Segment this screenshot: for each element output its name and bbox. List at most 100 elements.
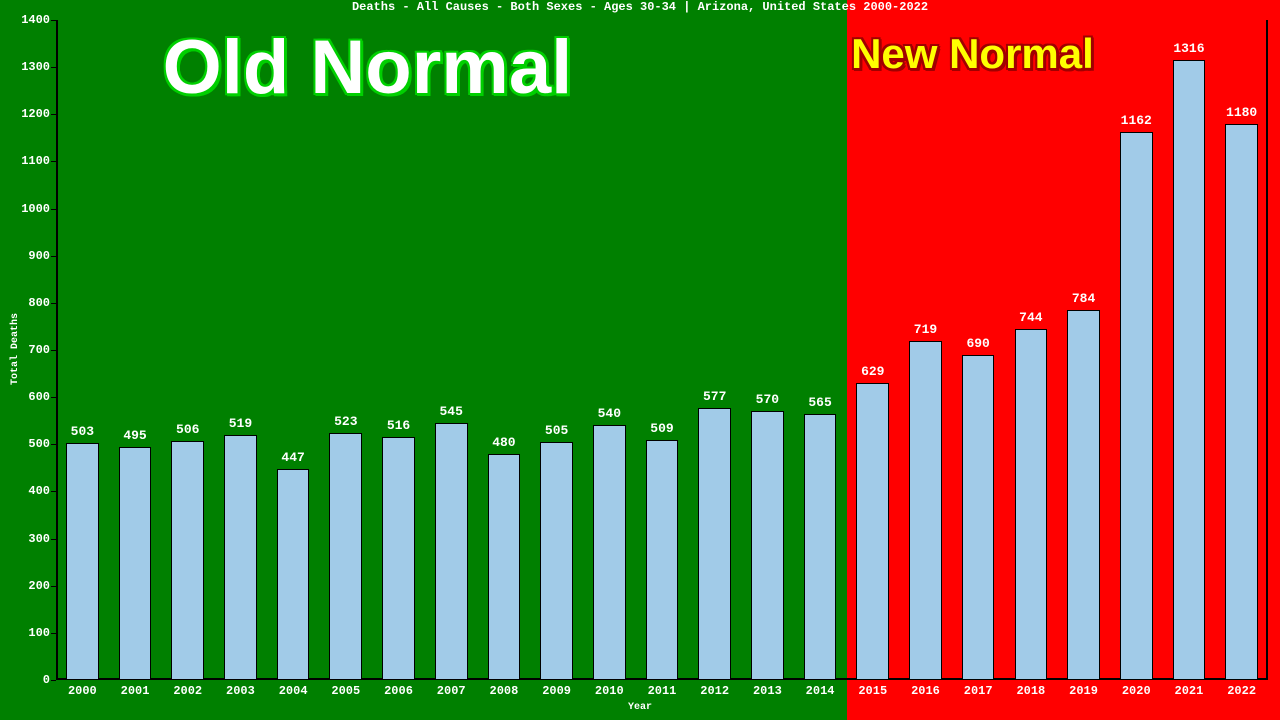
bar: [698, 408, 731, 680]
chart-title: Deaths - All Causes - Both Sexes - Ages …: [0, 0, 1280, 14]
x-tick-label: 2018: [1005, 684, 1058, 698]
x-tick-label: 2010: [583, 684, 636, 698]
bar: [66, 443, 99, 680]
bar-value-label: 629: [846, 364, 899, 379]
y-tick-label: 1300: [10, 60, 50, 74]
bar-value-label: 719: [899, 322, 952, 337]
overlay-old-normal: Old Normal: [163, 24, 573, 111]
y-tick-mark: [51, 67, 56, 68]
y-tick-label: 1200: [10, 107, 50, 121]
y-tick-mark: [51, 397, 56, 398]
bar-value-label: 519: [214, 416, 267, 431]
y-tick-mark: [51, 680, 56, 681]
bar-value-label: 1162: [1110, 113, 1163, 128]
y-tick-label: 1100: [10, 154, 50, 168]
bar: [382, 437, 415, 680]
bar: [224, 435, 257, 680]
bar-value-label: 506: [161, 422, 214, 437]
x-tick-label: 2008: [478, 684, 531, 698]
y-tick-mark: [51, 256, 56, 257]
x-tick-label: 2014: [794, 684, 847, 698]
x-tick-label: 2011: [636, 684, 689, 698]
bar: [1015, 329, 1048, 680]
y-tick-mark: [51, 539, 56, 540]
bar-value-label: 495: [109, 428, 162, 443]
overlay-new-normal: New Normal: [851, 30, 1094, 78]
bar: [1120, 132, 1153, 680]
bar-value-label: 503: [56, 424, 109, 439]
x-tick-label: 2020: [1110, 684, 1163, 698]
y-tick-mark: [51, 20, 56, 21]
bar: [804, 414, 837, 680]
x-tick-label: 2015: [846, 684, 899, 698]
bar-value-label: 545: [425, 404, 478, 419]
x-tick-label: 2002: [161, 684, 214, 698]
bar-value-label: 540: [583, 406, 636, 421]
x-tick-label: 2017: [952, 684, 1005, 698]
bar: [540, 442, 573, 680]
x-tick-label: 2006: [372, 684, 425, 698]
bar-value-label: 565: [794, 395, 847, 410]
x-tick-label: 2000: [56, 684, 109, 698]
bar-value-label: 570: [741, 392, 794, 407]
bar: [1067, 310, 1100, 680]
bar-value-label: 480: [478, 435, 531, 450]
y-tick-mark: [51, 491, 56, 492]
bar: [119, 447, 152, 680]
bar: [856, 383, 889, 680]
bar-value-label: 516: [372, 418, 425, 433]
y-tick-mark: [51, 633, 56, 634]
bar-value-label: 784: [1057, 291, 1110, 306]
bar: [751, 411, 784, 680]
x-tick-label: 2007: [425, 684, 478, 698]
bar-value-label: 577: [688, 389, 741, 404]
bar-value-label: 523: [319, 414, 372, 429]
bar: [646, 440, 679, 680]
bar: [1225, 124, 1258, 680]
y-tick-label: 900: [10, 249, 50, 263]
bar: [329, 433, 362, 680]
y-tick-label: 1000: [10, 202, 50, 216]
y-tick-mark: [51, 209, 56, 210]
x-tick-label: 2019: [1057, 684, 1110, 698]
x-tick-label: 2005: [319, 684, 372, 698]
bar-value-label: 690: [952, 336, 1005, 351]
x-tick-label: 2016: [899, 684, 952, 698]
y-tick-mark: [51, 444, 56, 445]
bar: [593, 425, 626, 680]
y-tick-label: 1400: [10, 13, 50, 27]
y-tick-label: 300: [10, 532, 50, 546]
bar-value-label: 1316: [1163, 41, 1216, 56]
bar-value-label: 447: [267, 450, 320, 465]
y-tick-label: 800: [10, 296, 50, 310]
bar: [1173, 60, 1206, 680]
x-tick-label: 2012: [688, 684, 741, 698]
x-tick-label: 2022: [1215, 684, 1268, 698]
x-tick-label: 2009: [530, 684, 583, 698]
y-tick-mark: [51, 161, 56, 162]
y-tick-label: 200: [10, 579, 50, 593]
bar: [488, 454, 521, 680]
x-tick-label: 2021: [1163, 684, 1216, 698]
bar-value-label: 505: [530, 423, 583, 438]
y-tick-label: 500: [10, 437, 50, 451]
y-tick-mark: [51, 303, 56, 304]
x-tick-label: 2003: [214, 684, 267, 698]
y-tick-label: 100: [10, 626, 50, 640]
x-tick-label: 2001: [109, 684, 162, 698]
y-tick-mark: [51, 114, 56, 115]
bar-value-label: 744: [1005, 310, 1058, 325]
bar-value-label: 1180: [1215, 105, 1268, 120]
x-tick-label: 2013: [741, 684, 794, 698]
y-tick-label: 0: [10, 673, 50, 687]
y-tick-label: 600: [10, 390, 50, 404]
bar: [171, 441, 204, 680]
y-tick-mark: [51, 350, 56, 351]
y-tick-mark: [51, 586, 56, 587]
x-axis-label: Year: [0, 702, 1280, 713]
bar: [962, 355, 995, 680]
bar: [435, 423, 468, 680]
y-tick-label: 400: [10, 484, 50, 498]
y-axis-label: Total Deaths: [10, 313, 21, 385]
bar: [909, 341, 942, 680]
